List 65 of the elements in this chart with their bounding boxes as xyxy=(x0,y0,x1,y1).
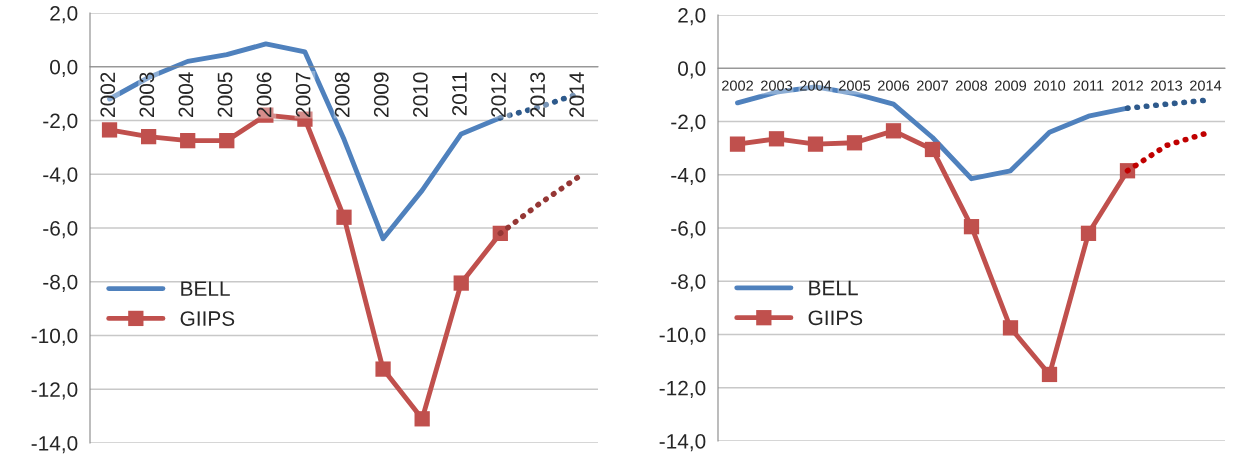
point xyxy=(101,122,118,138)
y-tick-label: -12,0 xyxy=(31,382,78,400)
x-tick-label: 2008 xyxy=(334,72,350,117)
x-tick-label: 2014 xyxy=(569,72,585,117)
point xyxy=(180,133,196,149)
point xyxy=(414,411,430,427)
point xyxy=(375,361,391,377)
y-tick-label: -2,0 xyxy=(671,114,706,132)
x-tick-label: 2008 xyxy=(956,80,988,91)
y-tick-label: -14,0 xyxy=(31,436,78,454)
x-tick-label: 2007 xyxy=(295,72,311,117)
x-tick-label: 2014 xyxy=(1190,80,1222,91)
x-tick-label: 2002 xyxy=(100,72,116,117)
point xyxy=(963,219,980,235)
y-tick-label: -10,0 xyxy=(31,328,78,346)
y-tick-label: 0,0 xyxy=(678,61,706,79)
point xyxy=(336,209,352,225)
x-tick-label: 2005 xyxy=(839,80,871,91)
x-tick-label: 2007 xyxy=(917,80,948,91)
x-tick-label: 2005 xyxy=(217,72,233,117)
point xyxy=(140,128,157,145)
x-tick-label: 2010 xyxy=(412,72,428,117)
y-tick-label: -4,0 xyxy=(43,167,78,185)
y-tick-label: -6,0 xyxy=(43,221,78,239)
y-tick-label: 2,0 xyxy=(50,6,78,24)
point xyxy=(807,136,824,152)
legend-label: GIIPS xyxy=(180,311,235,326)
x-tick-label: 2003 xyxy=(761,80,793,91)
y-tick-label: -8,0 xyxy=(671,274,706,292)
point xyxy=(768,131,785,147)
x-tick-label: 2006 xyxy=(256,72,272,117)
y-tick-label: -10,0 xyxy=(659,327,706,345)
y-tick-label: -8,0 xyxy=(43,274,78,292)
y-tick-label: 2,0 xyxy=(678,8,706,26)
legend-label: BELL xyxy=(181,281,230,296)
y-tick-label: -4,0 xyxy=(671,167,706,185)
point xyxy=(729,136,746,152)
x-tick-label: 2002 xyxy=(722,80,753,91)
point xyxy=(1002,320,1019,336)
legend-label: GIIPS xyxy=(808,310,863,326)
x-tick-label: 2009 xyxy=(373,72,389,117)
point xyxy=(1041,366,1058,383)
x-tick-label: 2006 xyxy=(878,80,910,91)
point xyxy=(1080,225,1097,241)
point xyxy=(453,275,469,291)
x-tick-label: 2012 xyxy=(491,72,506,117)
x-tick-label: 2013 xyxy=(530,72,545,117)
x-tick-label: 2011 xyxy=(452,72,467,116)
x-tick-label: 2003 xyxy=(139,72,155,117)
point xyxy=(219,133,235,149)
y-tick-label: 0,0 xyxy=(50,59,78,77)
x-tick-label: 2012 xyxy=(1112,80,1143,91)
x-tick-label: 2013 xyxy=(1151,80,1183,91)
legend-label: BELL xyxy=(809,280,858,296)
point xyxy=(924,141,941,158)
y-tick-label: -14,0 xyxy=(659,434,706,452)
y-tick-label: -2,0 xyxy=(43,113,78,131)
x-tick-label: 2011 xyxy=(1073,80,1104,91)
x-tick-label: 2009 xyxy=(995,80,1027,91)
x-tick-label: 2010 xyxy=(1034,80,1066,91)
y-tick-label: -6,0 xyxy=(671,221,706,239)
point xyxy=(846,135,863,151)
point xyxy=(885,123,902,139)
y-tick-label: -12,0 xyxy=(659,380,706,398)
x-tick-label: 2004 xyxy=(178,72,194,117)
